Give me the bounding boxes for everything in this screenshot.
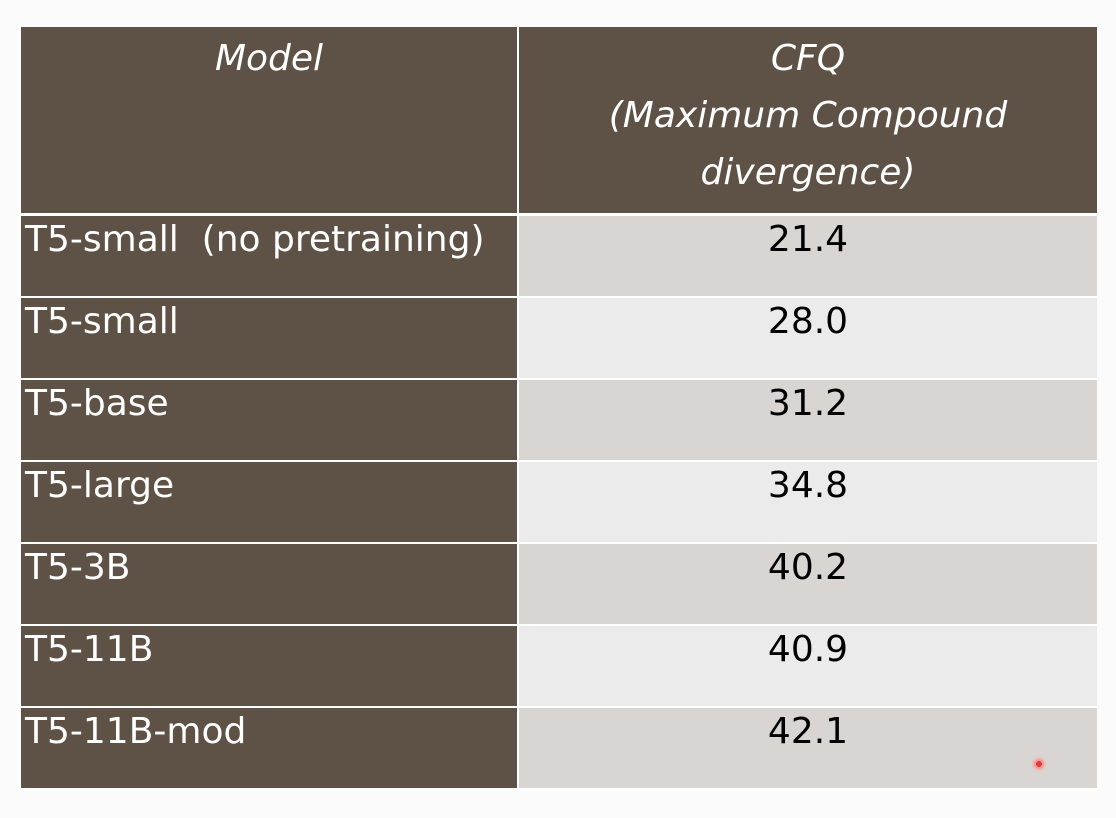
model-name-cell: T5-large: [21, 461, 519, 544]
cfq-header-line-3: divergence): [700, 152, 916, 193]
cfq-score-cell: 34.8: [518, 461, 1097, 544]
model-name-cell: T5-11B-mod: [21, 707, 519, 790]
model-name-cell: T5-small (no pretraining): [21, 214, 519, 298]
header-row: Model CFQ (Maximum Compound divergence): [21, 27, 1097, 216]
model-name-cell: T5-3B: [21, 543, 519, 626]
results-table: Model CFQ (Maximum Compound divergence) …: [21, 27, 1097, 790]
table-row: T5-11B 40.9: [21, 625, 1097, 708]
cfq-score-cell: 31.2: [518, 379, 1097, 462]
cfq-header-line-1: CFQ: [770, 38, 846, 79]
table-row: T5-small (no pretraining) 21.4: [21, 214, 1097, 298]
cfq-score-cell: 28.0: [518, 297, 1097, 380]
cfq-score-cell: 42.1: [518, 707, 1097, 790]
table-row: T5-11B-mod 42.1: [21, 707, 1097, 790]
model-name-cell: T5-small: [21, 297, 519, 380]
cfq-score-cell: 40.2: [518, 543, 1097, 626]
table-row: T5-large 34.8: [21, 461, 1097, 544]
cfq-header-line-2: (Maximum Compound: [608, 95, 1008, 136]
pointer-cursor-icon: [1032, 757, 1046, 771]
model-name-cell: T5-11B: [21, 625, 519, 708]
cfq-score-cell: 40.9: [518, 625, 1097, 708]
model-header-text: Model: [214, 38, 324, 79]
table-row: T5-base 31.2: [21, 379, 1097, 462]
cfq-column-header: CFQ (Maximum Compound divergence): [518, 27, 1097, 216]
table-row: T5-3B 40.2: [21, 543, 1097, 626]
model-column-header: Model: [21, 27, 519, 216]
table-row: T5-small 28.0: [21, 297, 1097, 380]
model-name-cell: T5-base: [21, 379, 519, 462]
cfq-score-cell: 21.4: [518, 214, 1097, 298]
